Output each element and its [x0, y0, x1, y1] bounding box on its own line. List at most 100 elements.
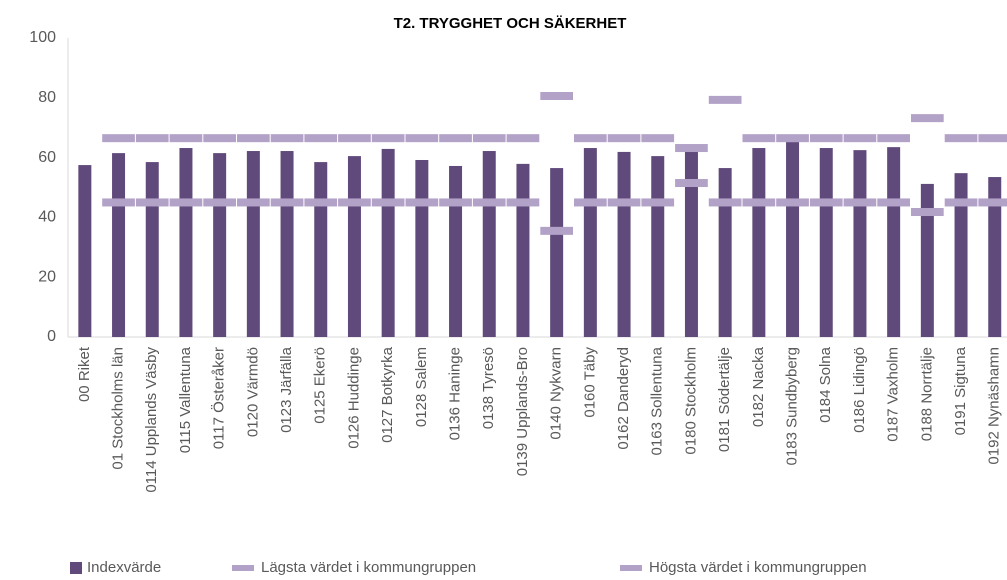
bar — [246, 151, 260, 337]
x-tick-label: 0187 Vaxholm — [885, 347, 902, 442]
chart-title: T2. TRYGGHET OCH SÄKERHET — [394, 15, 627, 32]
x-tick-label: 0138 Tyresö — [480, 347, 497, 429]
bar — [213, 153, 227, 337]
legend-label: Lägsta värdet i kommungruppen — [261, 559, 476, 576]
bar — [347, 156, 361, 337]
bar — [112, 153, 126, 337]
range-marker — [877, 198, 910, 207]
bar — [887, 147, 901, 337]
bar — [853, 150, 867, 337]
range-marker — [371, 134, 405, 143]
range-marker — [270, 134, 304, 143]
legend-label: Indexvärde — [87, 559, 161, 576]
x-tick-label: 01 Stockholms län — [110, 347, 127, 470]
range-marker — [944, 198, 978, 207]
range-marker — [169, 134, 203, 143]
x-tick-label: 0120 Värmdö — [244, 347, 261, 437]
x-tick-label: 0123 Järfälla — [278, 346, 295, 433]
bar — [684, 151, 698, 337]
range-marker — [405, 134, 439, 143]
bar — [920, 183, 934, 337]
range-marker — [371, 198, 405, 207]
range-marker — [135, 134, 169, 143]
range-marker — [338, 134, 371, 143]
range-marker — [574, 198, 607, 207]
range-marker — [506, 198, 540, 207]
range-marker — [102, 134, 135, 143]
range-marker — [472, 134, 506, 143]
x-tick-label: 0186 Lidingö — [851, 347, 868, 433]
range-marker — [708, 95, 742, 104]
range-marker — [439, 198, 472, 207]
range-marker — [338, 198, 371, 207]
y-tick-label: 0 — [47, 328, 56, 345]
range-marker — [203, 134, 236, 143]
bar — [280, 151, 294, 337]
range-marker — [809, 134, 843, 143]
bar — [583, 148, 597, 337]
x-tick-label: 0125 Ekerö — [312, 347, 329, 424]
legend-label: Högsta värdet i kommungruppen — [649, 559, 867, 576]
x-tick-label: 00 Riket — [76, 346, 93, 402]
x-tick-label: 0127 Botkyrka — [379, 346, 396, 443]
range-marker — [944, 134, 978, 143]
bar — [819, 148, 833, 337]
y-tick-label: 80 — [38, 89, 56, 106]
x-tick-label: 0128 Salem — [413, 347, 430, 427]
bar — [651, 156, 665, 337]
range-marker — [843, 134, 877, 143]
range-marker — [405, 198, 439, 207]
range-marker — [472, 198, 506, 207]
x-tick-label: 0126 Huddinge — [345, 347, 362, 449]
range-marker — [607, 134, 641, 143]
bar — [381, 148, 395, 337]
range-marker — [135, 198, 169, 207]
range-marker — [237, 198, 270, 207]
legend-swatch — [232, 565, 254, 571]
y-tick-label: 100 — [29, 29, 56, 46]
range-marker — [237, 134, 270, 143]
y-tick-label: 60 — [38, 149, 56, 166]
x-tick-label: 0188 Norrtälje — [918, 347, 935, 441]
range-marker — [742, 134, 776, 143]
x-tick-label: 0184 Solna — [817, 346, 834, 423]
range-marker — [877, 134, 910, 143]
range-marker — [574, 134, 607, 143]
x-tick-label: 0115 Vallentuna — [177, 346, 194, 453]
range-marker — [843, 198, 877, 207]
range-marker — [911, 208, 944, 217]
range-marker — [304, 198, 338, 207]
range-marker — [809, 198, 843, 207]
x-tick-label: 0191 Sigtuna — [952, 346, 969, 435]
legend-swatch — [620, 565, 642, 571]
x-tick-label: 0192 Nynäshamn — [986, 347, 1003, 465]
x-tick-label: 0139 Upplands-Bro — [514, 347, 531, 476]
range-marker — [506, 134, 540, 143]
bar — [988, 177, 1002, 337]
x-tick-label: 0136 Haninge — [447, 347, 464, 440]
y-tick-label: 20 — [38, 268, 56, 285]
bar — [718, 168, 732, 337]
x-tick-label: 0114 Upplands Väsby — [143, 347, 160, 493]
x-tick-label: 0182 Nacka — [750, 346, 767, 427]
x-tick-label: 0180 Stockholm — [682, 347, 699, 455]
x-tick-label: 0117 Österåker — [210, 347, 228, 449]
range-marker — [540, 226, 573, 235]
bar — [954, 173, 968, 337]
x-tick-label: 0163 Sollentuna — [649, 346, 666, 455]
range-marker — [911, 114, 944, 123]
range-marker — [978, 198, 1007, 207]
legend-swatch — [70, 562, 82, 574]
range-marker — [439, 134, 472, 143]
bar — [516, 163, 530, 337]
range-marker — [607, 198, 641, 207]
range-marker — [708, 198, 742, 207]
bar — [482, 151, 496, 337]
x-tick-label: 0181 Södertälje — [716, 347, 733, 452]
range-marker — [641, 134, 675, 143]
bar — [415, 159, 429, 337]
range-marker — [641, 198, 675, 207]
range-marker — [675, 144, 708, 153]
bar — [78, 165, 92, 337]
